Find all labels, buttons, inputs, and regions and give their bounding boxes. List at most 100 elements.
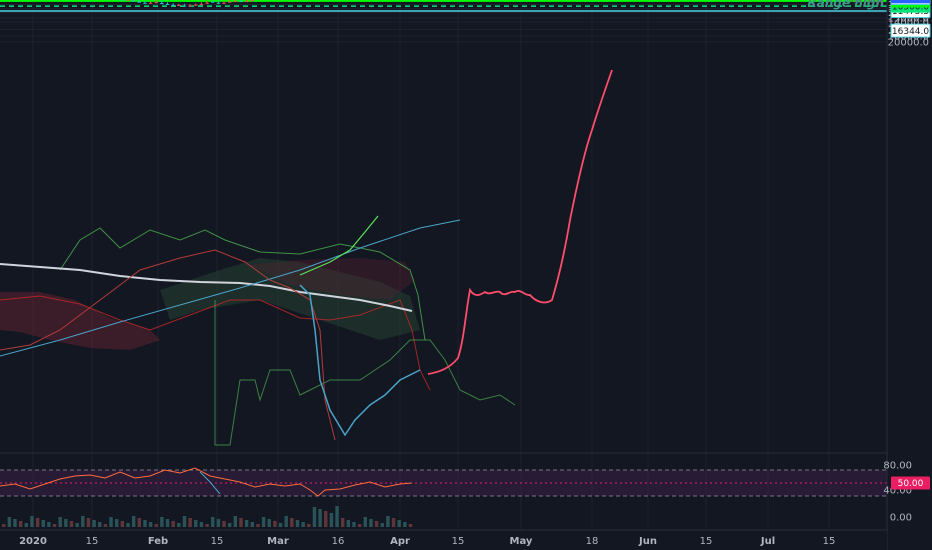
volume-bar-22	[126, 523, 130, 527]
rsi-pane	[0, 452, 887, 497]
candle-body-36	[205, 2, 209, 4]
volume-bar-27	[154, 524, 158, 527]
ichimoku-cloud	[0, 227, 516, 446]
volume-bar-61	[346, 520, 351, 527]
volume-bar-51	[290, 518, 294, 527]
time-tick-7: 15	[452, 536, 465, 547]
volume-bar-4	[24, 523, 28, 527]
volume-bar-18	[103, 524, 108, 527]
volume-bar-34	[194, 520, 198, 527]
price-level-labels: 16344.011475.510500.09556.09080.08531.57…	[890, 0, 931, 490]
price-tick-4: 13000.0	[888, 13, 929, 24]
candle-body-27	[154, 2, 158, 4]
rsi-tick-2: 0.00	[890, 513, 912, 524]
price-label-text-0: 16344.0	[892, 27, 929, 37]
volume-bar-19	[109, 517, 113, 527]
volume-bar-47	[267, 519, 271, 527]
price-tick-3: 14000.0	[888, 18, 929, 29]
volume-bar-14	[81, 516, 85, 527]
volume-bar-37	[211, 517, 215, 527]
volume-bar-13	[75, 523, 79, 527]
volume-bar-0	[2, 524, 6, 527]
price-axis[interactable]: 20000.018000.016000.014000.013000.011800…	[883, 0, 932, 550]
time-tick-1: 15	[86, 536, 99, 547]
volume-bar-56	[318, 509, 322, 527]
volume-bar-41	[233, 516, 238, 527]
volume-bar-32	[182, 516, 187, 527]
ma-white	[0, 263, 413, 312]
volume-bar-64	[363, 517, 367, 527]
volume-bar-45	[256, 524, 260, 527]
time-tick-2: Feb	[148, 536, 168, 547]
volume-bar-33	[188, 518, 192, 527]
time-tick-9: 18	[586, 536, 599, 547]
volume-bar-16	[92, 520, 96, 527]
volume-bar-3	[18, 521, 23, 527]
volume-bar-58	[329, 513, 334, 527]
volume-bar-69	[391, 518, 396, 527]
time-axis[interactable]: 2020 15 Feb 15 Mar 16 Apr 15 May 18 Jun 15 Jul 15	[0, 529, 887, 550]
volume-bar-15	[86, 518, 91, 527]
candle-body-41	[233, 1, 238, 3]
time-tick-6: Apr	[390, 536, 410, 547]
cloud-span-b	[0, 295, 431, 391]
cloud-green-1	[160, 258, 420, 340]
projection-path	[427, 69, 613, 375]
cloud-red-1	[0, 292, 160, 350]
time-tick-8: May	[510, 536, 533, 547]
volume-bar-25	[143, 520, 147, 527]
countdown-label: 06:31:51	[890, 0, 931, 4]
volume-bar-17	[98, 522, 102, 527]
candle-body-22	[126, 0, 130, 1]
candle-body-29	[165, 3, 170, 5]
volume-bar-11	[64, 519, 68, 527]
volume-bar-24	[137, 518, 141, 527]
volume-bar-50	[284, 516, 288, 527]
projection-curve	[427, 69, 613, 375]
time-tick-11: 15	[700, 536, 713, 547]
annotation-small-2: Mid range	[849, 0, 884, 5]
rsi-line	[0, 467, 413, 497]
candle-body-30	[171, 4, 175, 6]
volume-bar-67	[380, 523, 384, 527]
volume-bar-70	[397, 520, 401, 527]
volume-bar-20	[115, 519, 119, 527]
volume-bar-68	[386, 516, 390, 527]
rsi-tick-0: 80.00	[883, 461, 912, 472]
horizontal-levels[interactable]	[0, 0, 887, 12]
candle-body-34	[194, 4, 198, 6]
candle-body-40	[228, 1, 232, 3]
candle-body-42	[239, 1, 243, 3]
volume-bar-72	[408, 524, 413, 527]
volume-bar-31	[177, 523, 181, 527]
ma-red	[0, 249, 336, 441]
volume-bar-1	[7, 517, 12, 527]
volume-bar-63	[357, 524, 362, 527]
candle-body-25	[143, 2, 147, 4]
rsi-band	[0, 470, 887, 496]
volume-bar-36	[205, 524, 209, 527]
time-tick-13: 15	[823, 536, 836, 547]
time-tick-10: Jun	[638, 536, 657, 547]
volume-bar-65	[369, 519, 373, 527]
volume-bar-46	[261, 517, 266, 527]
volume-bar-59	[335, 506, 339, 527]
volume-bar-23	[131, 516, 136, 527]
rsi-value-label-bg	[891, 476, 930, 490]
candle-body-23	[131, 0, 136, 2]
candle-body-21	[120, 0, 125, 1]
time-tick-4: Mar	[267, 536, 289, 547]
candle-body-39	[222, 2, 226, 4]
price-label-16344: 16344.0	[890, 23, 931, 38]
volume-bar-8	[47, 522, 51, 527]
volume-bar-12	[69, 521, 74, 527]
volume-bar-26	[148, 522, 153, 527]
volume-bar-6	[35, 518, 40, 527]
price-tick-0: 20000.0	[888, 37, 929, 48]
trend-line-blue	[0, 219, 461, 357]
volume-bar-60	[341, 518, 345, 527]
volume-bar-29	[165, 519, 170, 527]
